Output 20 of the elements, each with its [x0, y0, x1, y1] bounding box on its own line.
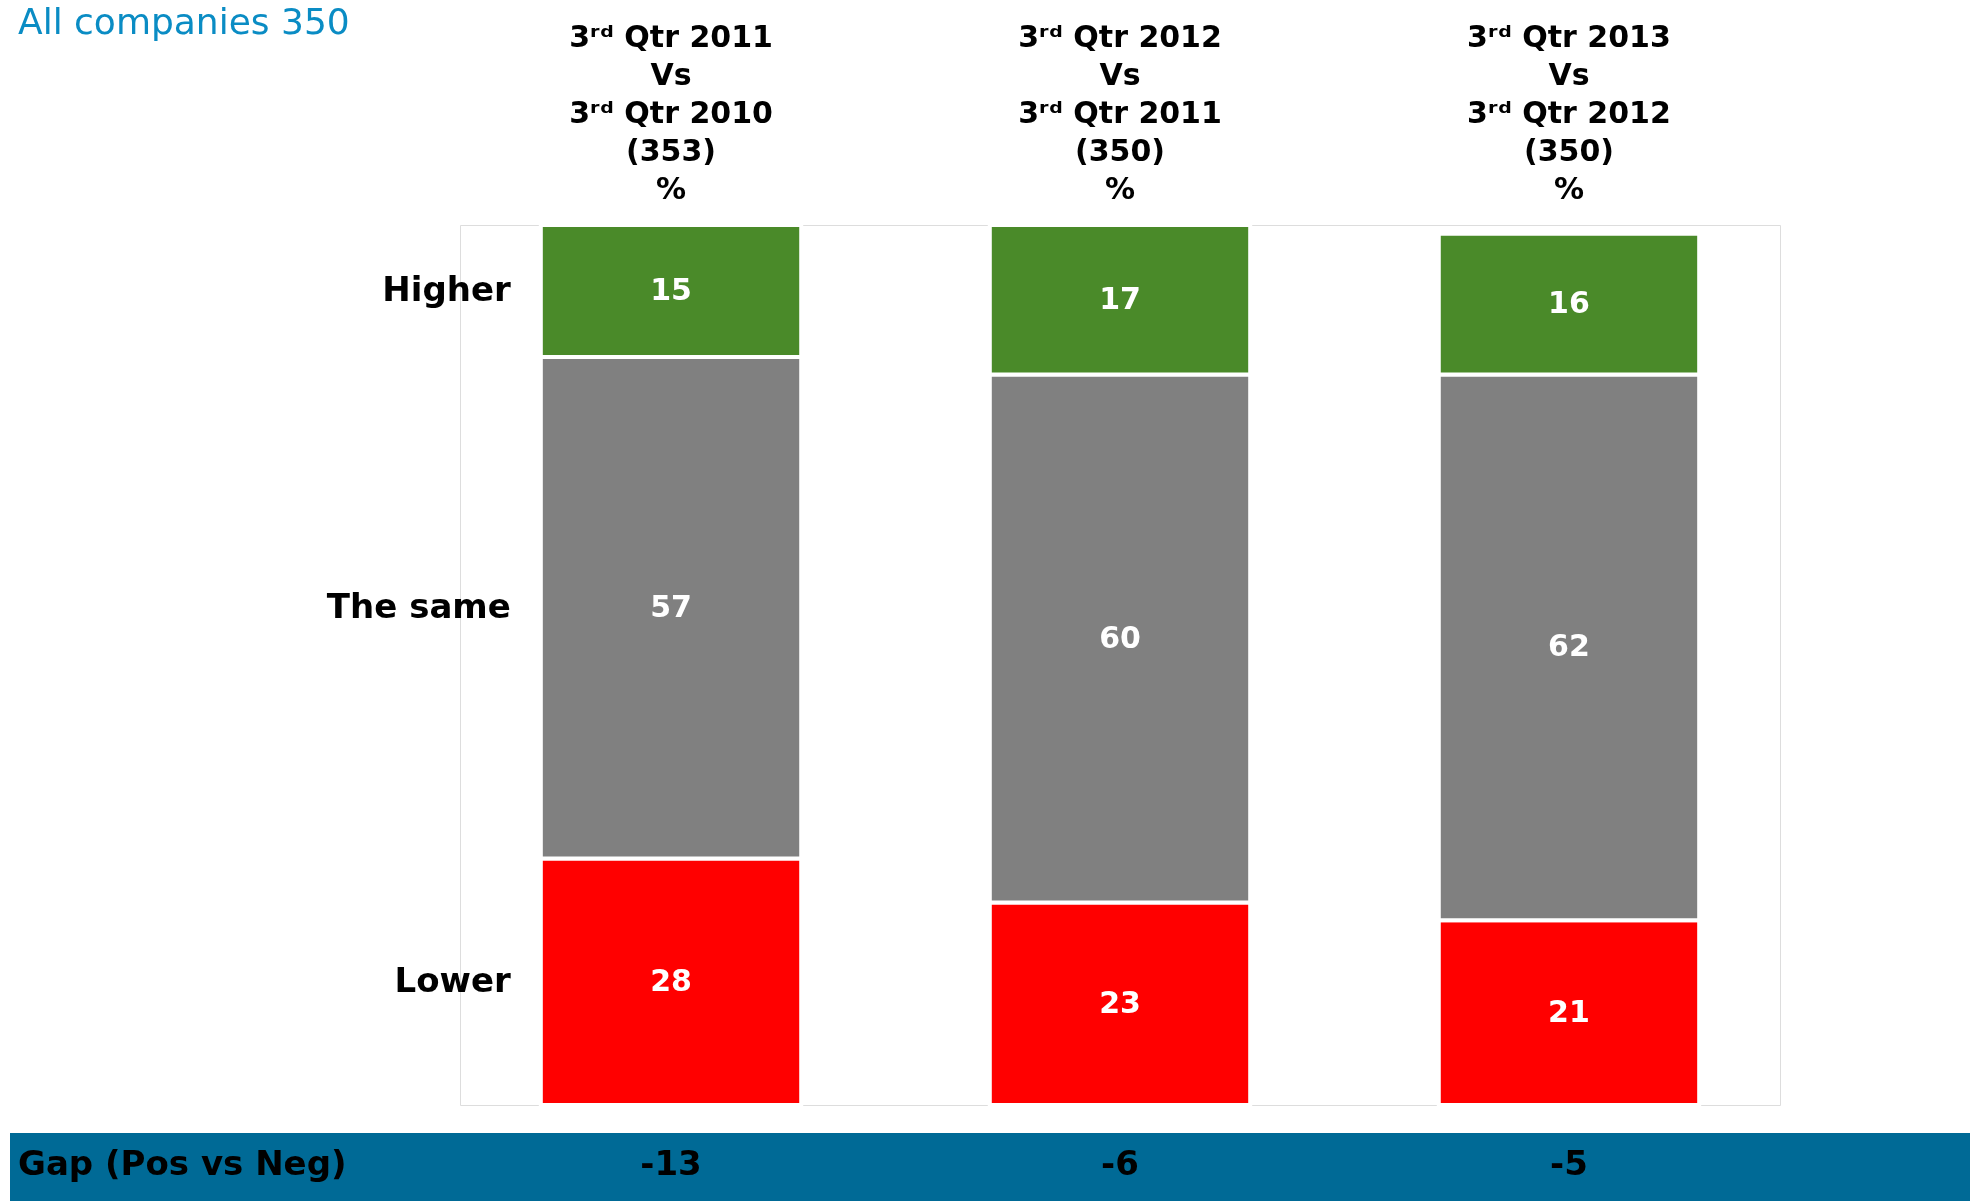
data-label: 62: [1548, 628, 1590, 664]
series-label: The same: [326, 585, 511, 626]
data-label: 21: [1548, 993, 1590, 1029]
series-label: Higher: [382, 269, 512, 309]
text: Gap (Pos vs Neg): [18, 1143, 347, 1183]
data-label: 57: [650, 588, 692, 624]
data-label: 28: [650, 962, 692, 998]
text: -5: [1550, 1143, 1588, 1183]
data-label: 17: [1099, 280, 1141, 316]
chart-title: All companies 350: [18, 1, 350, 42]
text: -13: [640, 1143, 702, 1183]
text: -6: [1101, 1143, 1139, 1183]
data-label: 15: [650, 272, 692, 307]
data-label: 23: [1099, 984, 1141, 1020]
data-label: 60: [1099, 619, 1141, 655]
series-label: Lower: [394, 959, 512, 1000]
x-tick-label: 3ʳᵈ Qtr 2011 Vs 3ʳᵈ Qtr 2010 (353) %: [569, 19, 773, 206]
data-label: 16: [1548, 285, 1590, 321]
x-tick-label: 3ʳᵈ Qtr 2012 Vs 3ʳᵈ Qtr 2011 (350) %: [1018, 19, 1222, 206]
x-tick-label: 3ʳᵈ Qtr 2013 Vs 3ʳᵈ Qtr 2012 (350) %: [1467, 19, 1671, 206]
